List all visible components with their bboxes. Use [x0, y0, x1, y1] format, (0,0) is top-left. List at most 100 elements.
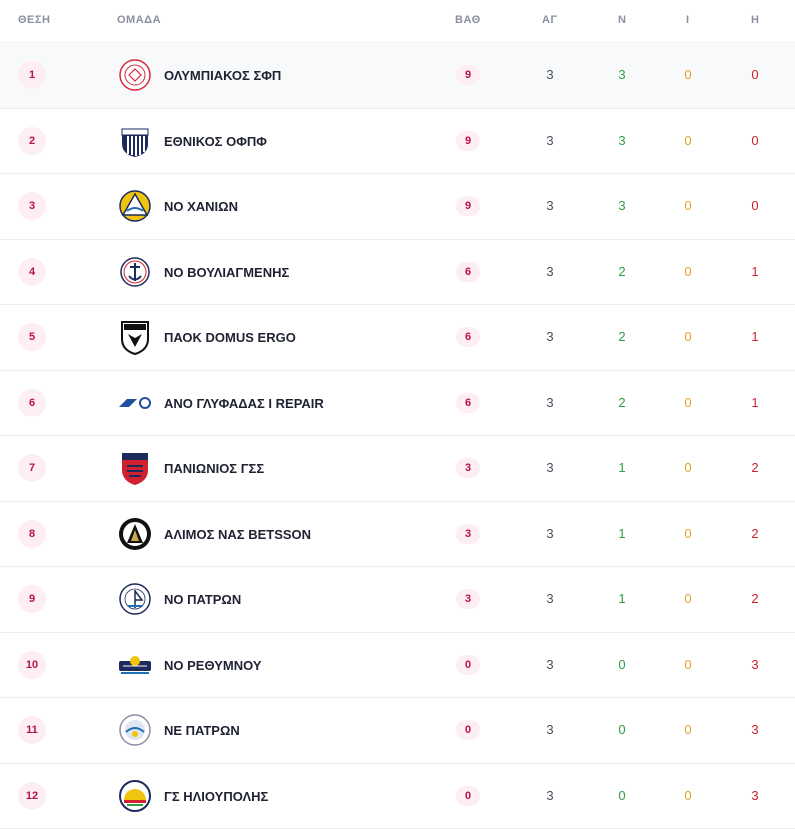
draws: 0 [673, 591, 703, 606]
paok-logo-icon [117, 319, 153, 355]
draws: 0 [673, 526, 703, 541]
games-played: 3 [535, 133, 565, 148]
position-badge: 4 [18, 258, 46, 286]
team-name[interactable]: ΑΝΟ ΓΛΥΦΑΔΑΣ I REPAIR [164, 396, 324, 411]
wins: 1 [607, 591, 637, 606]
glyfada-logo-icon [117, 385, 153, 421]
team-name[interactable]: ΑΛΙΜΟΣ ΝΑΣ BETSSON [164, 527, 311, 542]
olympiakos-logo-icon [117, 57, 153, 93]
table-header: ΘΕΣΗ ΟΜΑΔΑ ΒΑΘ ΑΓ Ν Ι Η [0, 0, 795, 43]
points-badge: 9 [456, 65, 480, 85]
panionios-logo-icon [117, 450, 153, 486]
table-row[interactable]: 4 ΝΟ ΒΟΥΛΙΑΓΜΕΝΗΣ 6 3 2 0 1 [0, 240, 795, 306]
team-name[interactable]: ΝΕ ΠΑΤΡΩΝ [164, 723, 240, 738]
alimos-logo-icon [117, 516, 153, 552]
points-badge: 9 [456, 196, 480, 216]
losses: 0 [740, 133, 770, 148]
draws: 0 [673, 460, 703, 475]
team-name[interactable]: ΝΟ ΧΑΝΙΩΝ [164, 199, 238, 214]
table-row[interactable]: 11 ΝΕ ΠΑΤΡΩΝ 0 3 0 0 3 [0, 698, 795, 764]
no-patron-logo-icon [117, 581, 153, 617]
table-row[interactable]: 12 ΓΣ ΗΛΙΟΥΠΟΛΗΣ 0 3 0 0 3 [0, 764, 795, 829]
position-badge: 12 [18, 782, 46, 810]
points-badge: 6 [456, 393, 480, 413]
position-badge: 9 [18, 585, 46, 613]
table-row[interactable]: 8 ΑΛΙΜΟΣ ΝΑΣ BETSSON 3 3 1 0 2 [0, 502, 795, 568]
draws: 0 [673, 329, 703, 344]
losses: 3 [740, 722, 770, 737]
draws: 0 [673, 657, 703, 672]
draws: 0 [673, 264, 703, 279]
points-badge: 0 [456, 720, 480, 740]
losses: 1 [740, 264, 770, 279]
draws: 0 [673, 722, 703, 737]
team-name[interactable]: ΝΟ ΠΑΤΡΩΝ [164, 592, 241, 607]
losses: 2 [740, 460, 770, 475]
wins: 1 [607, 526, 637, 541]
table-row[interactable]: 7 ΠΑΝΙΩΝΙΟΣ ΓΣΣ 3 3 1 0 2 [0, 436, 795, 502]
games-played: 3 [535, 198, 565, 213]
points-badge: 6 [456, 327, 480, 347]
table-row[interactable]: 2 ΕΘΝΙΚΟΣ ΟΦΠΦ 9 3 3 0 0 [0, 109, 795, 175]
wins: 3 [607, 133, 637, 148]
header-pos: ΘΕΣΗ [18, 14, 50, 26]
draws: 0 [673, 198, 703, 213]
team-name[interactable]: ΓΣ ΗΛΙΟΥΠΟΛΗΣ [164, 789, 268, 804]
position-badge: 7 [18, 454, 46, 482]
header-n: Ν [618, 14, 626, 26]
points-badge: 9 [456, 131, 480, 151]
team-name[interactable]: ΠΑΟΚ DOMUS ERGO [164, 330, 296, 345]
points-badge: 0 [456, 655, 480, 675]
team-name[interactable]: ΝΟ ΡΕΘΥΜΝΟΥ [164, 658, 262, 673]
position-badge: 1 [18, 61, 46, 89]
losses: 0 [740, 67, 770, 82]
losses: 1 [740, 395, 770, 410]
points-badge: 6 [456, 262, 480, 282]
points-badge: 3 [456, 524, 480, 544]
ethnikos-logo-icon [117, 123, 153, 159]
draws: 0 [673, 67, 703, 82]
games-played: 3 [535, 264, 565, 279]
position-badge: 11 [18, 716, 46, 744]
losses: 1 [740, 329, 770, 344]
table-row[interactable]: 3 ΝΟ ΧΑΝΙΩΝ 9 3 3 0 0 [0, 174, 795, 240]
points-badge: 3 [456, 589, 480, 609]
wins: 1 [607, 460, 637, 475]
games-played: 3 [535, 460, 565, 475]
games-played: 3 [535, 67, 565, 82]
team-name[interactable]: ΝΟ ΒΟΥΛΙΑΓΜΕΝΗΣ [164, 265, 289, 280]
vouliagmeni-logo-icon [117, 254, 153, 290]
table-row[interactable]: 10 ΝΟ ΡΕΘΥΜΝΟΥ 0 3 0 0 3 [0, 633, 795, 699]
games-played: 3 [535, 722, 565, 737]
points-badge: 0 [456, 786, 480, 806]
header-pts: ΒΑΘ [455, 14, 481, 26]
team-name[interactable]: ΠΑΝΙΩΝΙΟΣ ΓΣΣ [164, 461, 264, 476]
team-name[interactable]: ΟΛΥΜΠΙΑΚΟΣ ΣΦΠ [164, 68, 281, 83]
wins: 3 [607, 198, 637, 213]
draws: 0 [673, 395, 703, 410]
ilioupoli-logo-icon [117, 778, 153, 814]
table-row[interactable]: 9 ΝΟ ΠΑΤΡΩΝ 3 3 1 0 2 [0, 567, 795, 633]
team-name[interactable]: ΕΘΝΙΚΟΣ ΟΦΠΦ [164, 134, 267, 149]
table-row[interactable]: 1 ΟΛΥΜΠΙΑΚΟΣ ΣΦΠ 9 3 3 0 0 [0, 43, 795, 109]
games-played: 3 [535, 788, 565, 803]
wins: 0 [607, 788, 637, 803]
wins: 2 [607, 395, 637, 410]
table-row[interactable]: 6 ΑΝΟ ΓΛΥΦΑΔΑΣ I REPAIR 6 3 2 0 1 [0, 371, 795, 437]
losses: 3 [740, 657, 770, 672]
header-i: Ι [686, 14, 690, 26]
table-row[interactable]: 5 ΠΑΟΚ DOMUS ERGO 6 3 2 0 1 [0, 305, 795, 371]
games-played: 3 [535, 526, 565, 541]
games-played: 3 [535, 657, 565, 672]
position-badge: 10 [18, 651, 46, 679]
wins: 3 [607, 67, 637, 82]
rethymno-logo-icon [117, 647, 153, 683]
header-team: ΟΜΑΔΑ [117, 14, 161, 26]
losses: 3 [740, 788, 770, 803]
points-badge: 3 [456, 458, 480, 478]
position-badge: 6 [18, 389, 46, 417]
position-badge: 5 [18, 323, 46, 351]
header-ag: ΑΓ [542, 14, 558, 26]
no-chanion-logo-icon [117, 188, 153, 224]
